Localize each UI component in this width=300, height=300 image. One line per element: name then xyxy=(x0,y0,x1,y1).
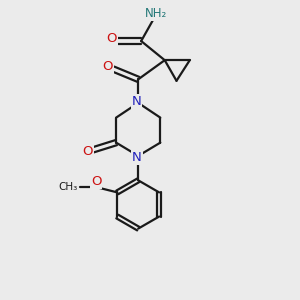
Text: O: O xyxy=(82,145,92,158)
Text: N: N xyxy=(132,94,141,108)
Text: CH₃: CH₃ xyxy=(58,182,78,192)
Text: O: O xyxy=(91,175,101,188)
Text: O: O xyxy=(106,32,117,45)
Text: N: N xyxy=(132,151,142,164)
Text: NH₂: NH₂ xyxy=(145,8,167,20)
Text: O: O xyxy=(103,60,113,73)
